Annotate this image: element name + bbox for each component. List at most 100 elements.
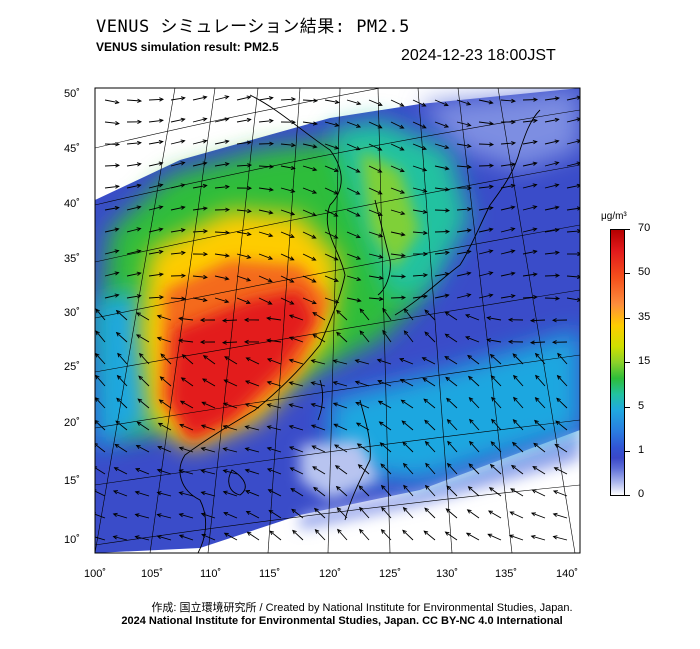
wind-arrow — [368, 297, 383, 300]
wind-arrow-head — [134, 513, 140, 518]
wind-arrow — [522, 162, 537, 167]
wind-arrow-head — [135, 468, 141, 473]
wind-arrow — [412, 209, 427, 213]
wind-arrow-head — [136, 294, 142, 299]
wind-arrow — [245, 469, 260, 475]
lat-tick-50: 50˚ — [64, 88, 80, 100]
wind-arrow-head — [138, 375, 143, 381]
wind-arrow — [157, 535, 172, 541]
wind-arrow-head — [181, 296, 187, 301]
wind-arrow-head — [181, 250, 186, 256]
wind-arrow-head — [511, 98, 516, 104]
wind-arrow-head — [314, 529, 320, 534]
wind-arrow — [267, 381, 282, 387]
wind-arrow-head — [200, 424, 206, 429]
wind-arrow — [359, 507, 370, 519]
wind-arrow-head — [221, 318, 227, 323]
lat-tick-40: 40˚ — [64, 198, 80, 210]
wind-arrow — [302, 231, 316, 239]
wind-arrow — [500, 163, 515, 167]
wind-arrow — [224, 379, 238, 387]
wind-arrow — [116, 397, 128, 409]
wind-arrow — [247, 531, 260, 541]
wind-arrow-head — [114, 184, 120, 189]
wind-arrow — [148, 228, 163, 233]
wind-arrow-head — [310, 424, 316, 429]
lon-tick-115: 115˚ — [259, 568, 280, 580]
wind-arrow — [267, 468, 282, 475]
wind-arrow — [138, 375, 150, 387]
wind-arrow — [104, 164, 120, 167]
wind-arrow — [491, 397, 502, 409]
wind-arrow-head — [289, 467, 295, 472]
wind-arrow — [158, 423, 172, 431]
wind-arrow-head — [311, 256, 317, 261]
wind-arrow-head — [336, 507, 342, 512]
wind-arrow — [412, 143, 427, 150]
wind-arrow — [446, 398, 458, 409]
wind-arrow — [456, 208, 472, 211]
wind-arrow — [312, 466, 326, 475]
wind-arrow — [324, 165, 339, 172]
wind-arrow-head — [333, 277, 339, 282]
wind-arrow-head — [202, 161, 208, 166]
wind-arrow — [324, 275, 339, 282]
wind-arrow-head — [288, 424, 294, 430]
wind-arrow — [478, 143, 494, 146]
wind-arrow-head — [468, 397, 474, 402]
wind-arrow — [280, 98, 296, 101]
wind-arrow — [202, 378, 216, 387]
wind-arrow — [223, 512, 238, 519]
wind-arrow-head — [532, 249, 538, 254]
wind-arrow-head — [115, 309, 121, 315]
wind-arrow — [422, 357, 436, 365]
wind-arrow-head — [443, 102, 449, 107]
wind-arrow-head — [334, 299, 340, 304]
wind-arrow — [324, 253, 338, 261]
taiwan-coastline — [317, 379, 324, 421]
wind-arrow — [566, 207, 580, 211]
wind-arrow-head — [245, 357, 251, 362]
wind-arrow-head — [180, 228, 186, 233]
lon-tick-125: 125˚ — [379, 568, 401, 580]
wind-arrow-head — [400, 210, 406, 216]
wind-arrow-head — [268, 96, 274, 101]
wind-vectors — [95, 95, 580, 541]
wind-arrow — [192, 140, 207, 145]
wind-arrow — [324, 187, 338, 195]
colorbar-tick — [625, 273, 630, 274]
wind-arrow-head — [288, 358, 294, 363]
wind-arrow — [160, 376, 172, 387]
wind-arrow-head — [202, 139, 208, 144]
wind-arrow — [95, 420, 106, 431]
wind-arrow-head — [199, 317, 205, 323]
wind-arrow — [280, 231, 295, 238]
wind-arrow — [401, 420, 414, 431]
wind-arrow-head — [556, 397, 561, 403]
lon-tick-140: 140˚ — [556, 568, 578, 580]
lon-tick-110: 110˚ — [200, 568, 221, 580]
wind-arrow — [179, 492, 194, 497]
wind-arrow-head — [266, 380, 272, 386]
wind-arrow-head — [223, 511, 229, 516]
wind-arrow-head — [246, 254, 252, 259]
wind-arrow-head — [510, 294, 516, 299]
wind-arrow-head — [335, 485, 341, 491]
wind-arrow — [489, 487, 502, 497]
light-region-south — [300, 430, 580, 530]
wind-arrow-head — [355, 168, 361, 173]
wind-arrow — [302, 209, 316, 217]
wind-arrow-head — [445, 376, 450, 382]
wind-arrow-head — [267, 489, 273, 494]
wind-arrow-head — [201, 401, 207, 406]
wind-arrow — [478, 121, 493, 125]
wind-arrow — [368, 275, 383, 279]
wind-arrow-head — [336, 331, 341, 337]
wind-arrow — [333, 402, 348, 409]
wind-arrow-head — [138, 352, 144, 358]
wind-arrow-head — [403, 308, 409, 313]
wind-arrow — [139, 353, 150, 365]
wind-arrow — [412, 231, 427, 234]
wind-arrow-head — [534, 419, 539, 425]
wind-arrow-head — [530, 512, 536, 517]
